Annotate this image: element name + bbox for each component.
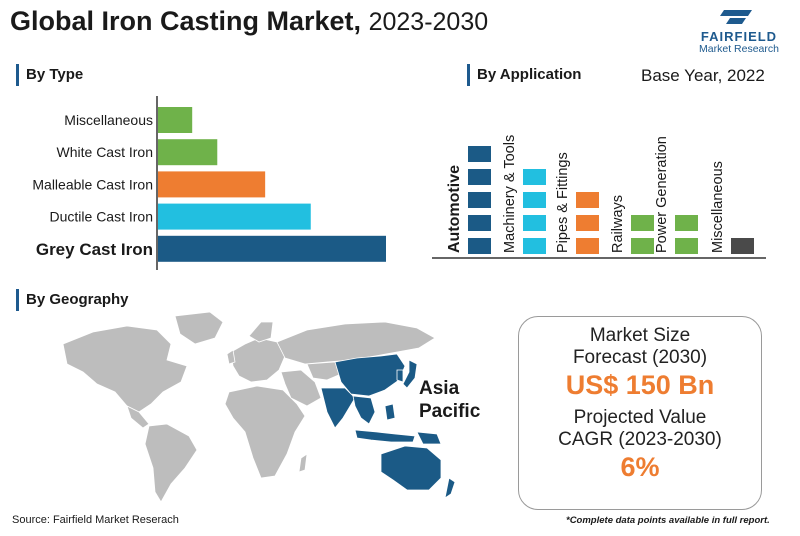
application-segment-power-generation xyxy=(675,215,698,231)
footnote-text: *Complete data points available in full … xyxy=(566,515,770,526)
application-segment-railways xyxy=(631,238,654,254)
application-segment-miscellaneous xyxy=(731,238,754,254)
market-summary-box: Market Size Forecast (2030) US$ 150 Bn P… xyxy=(518,316,762,510)
asia-pacific-label-line2: Pacific xyxy=(419,401,481,422)
source-text: Source: Fairfield Market Reserach xyxy=(12,514,179,526)
application-segment-machinery-tools xyxy=(523,238,546,254)
application-label-railways: Railways xyxy=(610,195,626,253)
type-label-malleable-cast-iron: Malleable Cast Iron xyxy=(32,176,153,192)
market-size-line1: Market Size xyxy=(589,325,691,346)
world-map xyxy=(62,311,456,503)
application-label-pipes-fittings: Pipes & Fittings xyxy=(555,152,571,253)
cagr-line2: CAGR (2023-2030) xyxy=(558,429,722,450)
application-segment-pipes-fittings xyxy=(576,215,599,231)
application-segment-automotive xyxy=(468,146,491,162)
type-label-grey-cast-iron: Grey Cast Iron xyxy=(36,240,153,259)
application-segment-automotive xyxy=(468,238,491,254)
type-label-ductile-cast-iron: Ductile Cast Iron xyxy=(50,209,153,225)
type-bar-white-cast-iron xyxy=(158,139,218,166)
application-segment-machinery-tools xyxy=(523,169,546,185)
application-label-machinery-tools: Machinery & Tools xyxy=(502,135,518,253)
application-segment-machinery-tools xyxy=(523,192,546,208)
section-by-type: By Type xyxy=(16,64,83,86)
title-year: 2023-2030 xyxy=(368,8,489,36)
section-by-geography: By Geography xyxy=(16,289,129,311)
logo-subtitle: Market Research xyxy=(699,43,779,55)
application-segment-automotive xyxy=(468,215,491,231)
logo-wordmark: FAIRFIELD Market Research xyxy=(687,30,791,55)
application-label-power-generation: Power Generation xyxy=(654,136,670,253)
type-label-miscellaneous: Miscellaneous xyxy=(64,112,153,128)
title-main: Global Iron Casting Market, xyxy=(10,6,362,36)
logo-name: FAIRFIELD xyxy=(700,29,778,44)
type-bar-ductile-cast-iron xyxy=(158,203,311,230)
application-segment-machinery-tools xyxy=(523,215,546,231)
application-segment-power-generation xyxy=(675,238,698,254)
by-type-chart: Miscellaneous White Cast Iron Malleable Ca… xyxy=(32,96,386,270)
cagr-value: 6% xyxy=(620,452,660,482)
market-size-line2: Forecast (2030) xyxy=(572,347,708,368)
application-segment-pipes-fittings xyxy=(576,238,599,254)
application-label-miscellaneous: Miscellaneous xyxy=(710,161,726,253)
asia-pacific-label-line1: Asia xyxy=(419,378,460,399)
application-segment-pipes-fittings xyxy=(576,192,599,208)
by-application-chart: Automotive Machinery & Tools Pipes & Fitti… xyxy=(432,135,766,259)
type-label-white-cast-iron: White Cast Iron xyxy=(57,144,153,160)
cagr-line1: Projected Value xyxy=(573,407,707,428)
type-bar-grey-cast-iron xyxy=(158,235,386,262)
base-year-label: Base Year, 2022 xyxy=(641,66,765,85)
application-segment-automotive xyxy=(468,192,491,208)
type-bar-malleable-cast-iron xyxy=(158,171,266,198)
map-other-regions xyxy=(62,311,436,503)
asia-pacific-label: Asia Pacific xyxy=(419,377,480,423)
page-title: Global Iron Casting Market, 2023-2030 xyxy=(10,6,488,37)
fairfield-logo-icon xyxy=(720,10,752,24)
application-segment-automotive xyxy=(468,169,491,185)
map-asia-pacific-region xyxy=(320,353,456,499)
section-by-application: By Application xyxy=(467,64,581,86)
application-label-automotive: Automotive xyxy=(446,165,463,253)
type-bar-miscellaneous xyxy=(158,107,193,133)
application-segment-railways xyxy=(631,215,654,231)
market-size-value: US$ 150 Bn xyxy=(565,370,715,400)
